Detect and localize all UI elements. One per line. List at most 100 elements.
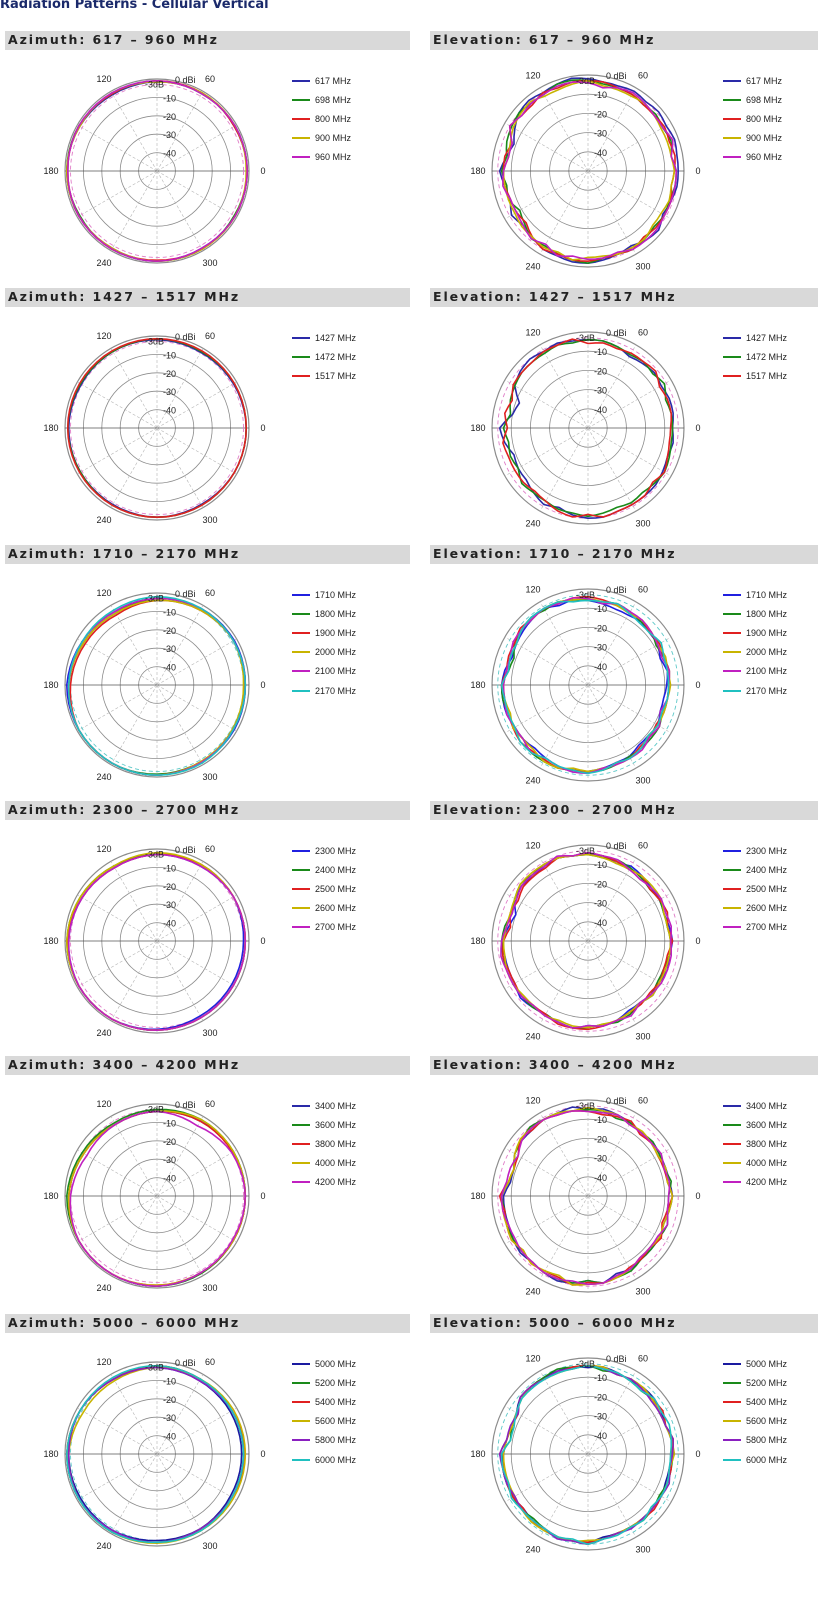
- grid-spoke: [156, 1195, 237, 1243]
- legend-label: 2600 MHz: [315, 903, 357, 914]
- legend-swatch: [292, 79, 310, 82]
- angle-tick-label: 300: [635, 1286, 650, 1296]
- legend-label: 5400 MHz: [315, 1396, 357, 1407]
- legend-swatch: [292, 631, 310, 634]
- legend-label: 5000 MHz: [746, 1358, 788, 1369]
- grid-spoke: [110, 1374, 158, 1455]
- grid-spoke: [110, 1195, 158, 1276]
- series-trace: [67, 338, 247, 518]
- reference-circle: [497, 594, 679, 776]
- legend-item: 960 MHz: [292, 148, 351, 167]
- legend-item: 3600 MHz: [292, 1115, 356, 1134]
- chart-legend: 3400 MHz 3600 MHz 3800 MHz 4000 MHz 4200 MHz: [292, 1096, 356, 1192]
- angle-tick-label: 0: [260, 1191, 265, 1201]
- radial-tick-label: 0 dBi: [606, 328, 627, 338]
- legend-label: 2300 MHz: [315, 845, 357, 856]
- series-trace: [502, 338, 672, 518]
- legend-swatch: [292, 137, 310, 140]
- chart-header-bar: Azimuth: 1710 – 2170 MHz: [5, 545, 410, 564]
- legend-label: 2100 MHz: [746, 666, 788, 677]
- angle-tick-label: 240: [96, 1541, 111, 1551]
- radial-tick-label: -10: [594, 1115, 607, 1125]
- legend-swatch: [723, 1420, 741, 1423]
- legend-label: 1427 MHz: [315, 332, 357, 343]
- radial-tick-label: -30: [163, 900, 176, 910]
- legend-label: 1517 MHz: [315, 370, 357, 381]
- radial-tick-label: -10: [594, 860, 607, 870]
- angle-tick-label: 60: [638, 1096, 648, 1106]
- grid-spoke: [156, 1116, 204, 1197]
- legend-item: 1710 MHz: [292, 585, 356, 604]
- legend-swatch: [292, 651, 310, 654]
- legend-label: 1472 MHz: [315, 351, 357, 362]
- grid-spoke: [539, 344, 589, 429]
- legend-swatch: [292, 355, 310, 358]
- series-trace: [500, 851, 672, 1029]
- polar-plot: 0 dBi -10 -20 -30 -40 -3dB 60 0 300 240 180 120: [43, 1357, 265, 1551]
- radial-tick-label: -40: [163, 149, 176, 159]
- legend-swatch: [292, 849, 310, 852]
- legend-item: 1472 MHz: [723, 347, 787, 366]
- legend-item: 2300 MHz: [723, 841, 787, 860]
- angle-tick-label: 60: [638, 841, 648, 851]
- grid-spoke: [156, 1374, 204, 1455]
- legend-swatch: [723, 1123, 741, 1126]
- legend-item: 4200 MHz: [723, 1173, 787, 1192]
- series-trace: [69, 1110, 247, 1287]
- angle-tick-label: 120: [525, 328, 540, 338]
- legend-label: 1800 MHz: [746, 608, 788, 619]
- angle-tick-label: 180: [43, 680, 58, 690]
- legend-label: 4200 MHz: [315, 1177, 357, 1188]
- legend-label: 4000 MHz: [746, 1158, 788, 1169]
- legend-swatch: [292, 868, 310, 871]
- chart-panel: Azimuth: 1710 – 2170 MHz 0 dBi -10 -20 -30 -4…: [0, 545, 410, 807]
- chart-panel: Elevation: 617 – 960 MHz 0 dBi -10 -20 -30 -4…: [425, 31, 818, 293]
- legend-label: 617 MHz: [746, 75, 783, 86]
- legend-label: 2170 MHz: [315, 685, 357, 696]
- chart-legend: 1427 MHz 1472 MHz 1517 MHz: [292, 328, 356, 386]
- radial-tick-label: 0 dBi: [175, 1358, 196, 1368]
- angle-tick-label: 240: [525, 518, 540, 528]
- reference-label: -3dB: [145, 594, 164, 604]
- chart-title: Elevation: 2300 – 2700 MHz: [433, 802, 677, 817]
- radial-tick-label: -40: [594, 918, 607, 928]
- chart-panel: Azimuth: 3400 – 4200 MHz 0 dBi -10 -20 -30 -4…: [0, 1056, 410, 1318]
- legend-swatch: [292, 1458, 310, 1461]
- radial-tick-label: -10: [163, 1376, 176, 1386]
- legend-label: 5200 MHz: [315, 1377, 357, 1388]
- legend-swatch: [723, 631, 741, 634]
- radial-tick-label: -30: [163, 1155, 176, 1165]
- angle-tick-label: 240: [525, 1031, 540, 1041]
- angle-tick-label: 120: [525, 841, 540, 851]
- series-trace: [498, 1110, 674, 1286]
- legend-swatch: [723, 137, 741, 140]
- legend-swatch: [723, 355, 741, 358]
- grid-spoke: [77, 1149, 158, 1197]
- radial-tick-label: -30: [163, 387, 176, 397]
- legend-label: 5600 MHz: [746, 1416, 788, 1427]
- radial-tick-label: -40: [163, 663, 176, 673]
- chart-legend: 1710 MHz 1800 MHz 1900 MHz 2000 MHz 2100 MHz…: [723, 585, 787, 700]
- angle-tick-label: 300: [202, 1541, 217, 1551]
- legend-item: 2170 MHz: [292, 681, 356, 700]
- legend-swatch: [292, 1142, 310, 1145]
- legend-item: 698 MHz: [292, 90, 351, 109]
- series-trace: [66, 81, 247, 262]
- reference-circle: [70, 84, 244, 258]
- grid-spoke: [587, 427, 637, 512]
- legend-label: 2000 MHz: [315, 647, 357, 658]
- chart-panel: Elevation: 1710 – 2170 MHz 0 dBi -10 -20 -30…: [425, 545, 818, 807]
- reference-label: -3dB: [145, 850, 164, 860]
- chart-panel: Azimuth: 1427 – 1517 MHz 0 dBi -10 -20 -30 -4…: [0, 288, 410, 550]
- angle-tick-label: 180: [470, 423, 485, 433]
- radial-tick-label: -20: [594, 1392, 607, 1402]
- legend-label: 5800 MHz: [746, 1435, 788, 1446]
- grid-spoke: [504, 1195, 589, 1245]
- chart-header-bar: Elevation: 5000 – 6000 MHz: [430, 1314, 818, 1333]
- grid-spoke: [539, 857, 589, 942]
- legend-item: 3800 MHz: [292, 1134, 356, 1153]
- chart-header-bar: Azimuth: 5000 – 6000 MHz: [5, 1314, 410, 1333]
- radial-tick-label: -10: [163, 863, 176, 873]
- legend-swatch: [723, 98, 741, 101]
- legend-label: 2400 MHz: [746, 864, 788, 875]
